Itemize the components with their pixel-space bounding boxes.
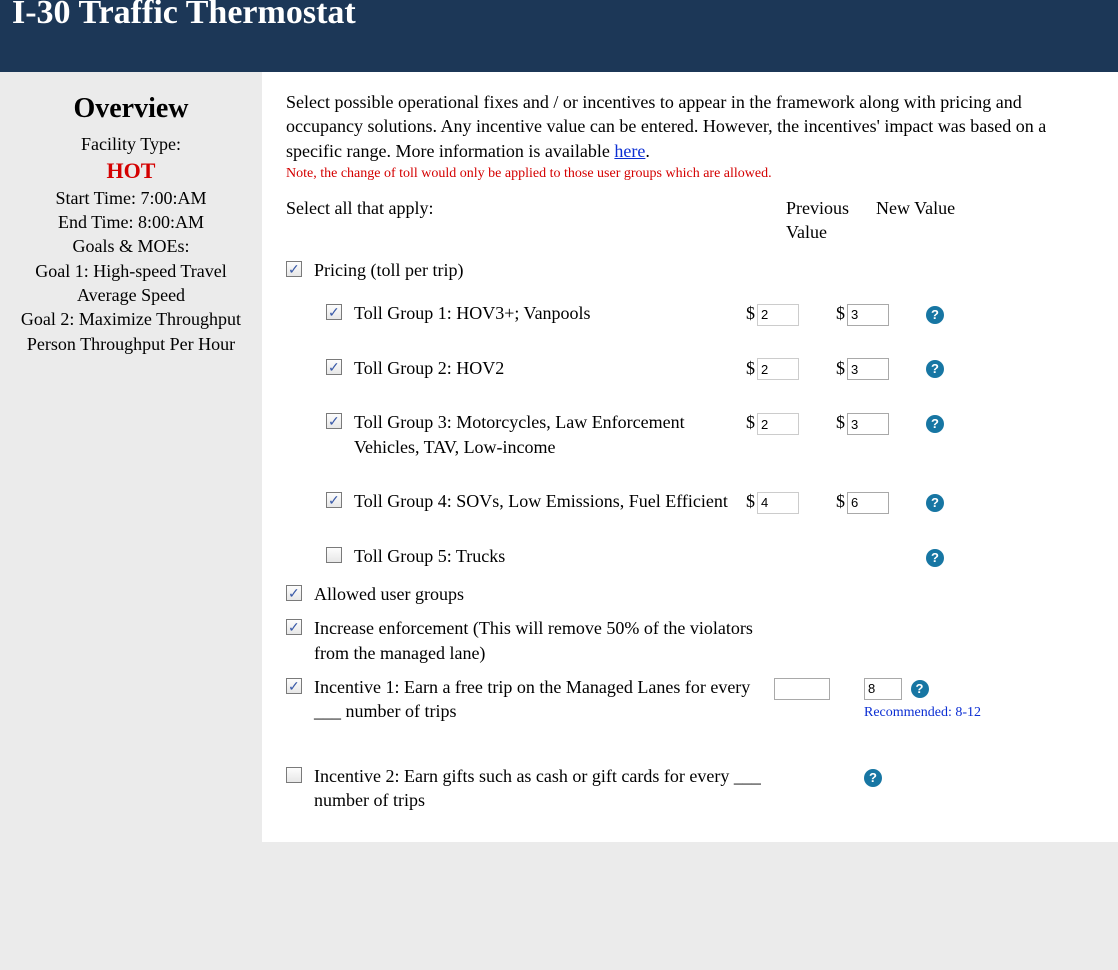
toll-group-1-checkbox[interactable] [326,304,342,320]
overview-sidebar: Overview Facility Type: HOT Start Time: … [0,72,262,842]
pricing-checkbox[interactable] [286,261,302,277]
goal-2-moe: Person Throughput Per Hour [6,332,256,356]
pricing-label: Pricing (toll per trip) [314,258,1094,282]
toll-group-5-checkbox[interactable] [326,547,342,563]
incentive-1-new-input[interactable] [864,678,902,700]
incentive-1-recommended: Recommended: 8-12 [864,704,984,722]
page-title: I-30 Traffic Thermostat [12,0,1118,32]
toll-group-2-label: Toll Group 2: HOV2 [354,356,746,380]
incentive-1-checkbox[interactable] [286,678,302,694]
start-time: Start Time: 7:00:AM [6,186,256,210]
toll-group-4-prev-input [757,492,799,514]
toll-group-1-prev-input [757,304,799,326]
incentive-2-checkbox[interactable] [286,767,302,783]
toll-group-2-checkbox[interactable] [326,359,342,375]
toll-group-4-label: Toll Group 4: SOVs, Low Emissions, Fuel … [354,489,746,513]
help-icon[interactable]: ? [926,549,944,567]
toll-group-5-label: Toll Group 5: Trucks [354,544,746,568]
goal-2: Goal 2: Maximize Throughput [6,307,256,331]
toll-group-3-checkbox[interactable] [326,413,342,429]
help-icon[interactable]: ? [864,769,882,787]
page-header: I-30 Traffic Thermostat [0,0,1118,72]
increase-enforcement-checkbox[interactable] [286,619,302,635]
allowed-user-groups-label: Allowed user groups [314,582,774,606]
toll-group-1-new-input[interactable] [847,304,889,326]
toll-group-2-prev-input [757,358,799,380]
toll-group-3-new-input[interactable] [847,413,889,435]
toll-group-3-prev-input [757,413,799,435]
main-panel: Select possible operational fixes and / … [262,72,1118,842]
help-icon[interactable]: ? [926,415,944,433]
goal-1-moe: Average Speed [6,283,256,307]
col-prev: Previous Value [786,196,876,245]
goal-1: Goal 1: High-speed Travel [6,259,256,283]
incentive-1-prev-input[interactable] [774,678,830,700]
goals-label: Goals & MOEs: [6,234,256,258]
increase-enforcement-label: Increase enforcement (This will remove 5… [314,616,774,665]
end-time: End Time: 8:00:AM [6,210,256,234]
note-text: Note, the change of toll would only be a… [286,165,1094,184]
facility-type-value: HOT [6,156,256,186]
toll-group-4-new-input[interactable] [847,492,889,514]
col-new: New Value [876,196,976,220]
help-icon[interactable]: ? [926,306,944,324]
toll-group-1-label: Toll Group 1: HOV3+; Vanpools [354,301,746,325]
incentive-2-label: Incentive 2: Earn gifts such as cash or … [314,764,774,813]
more-info-link[interactable]: here [614,141,645,161]
incentive-1-label: Incentive 1: Earn a free trip on the Man… [314,675,774,724]
help-icon[interactable]: ? [926,494,944,512]
help-icon[interactable]: ? [911,680,929,698]
toll-group-2-new-input[interactable] [847,358,889,380]
help-icon[interactable]: ? [926,360,944,378]
toll-group-3-label: Toll Group 3: Motorcycles, Law Enforceme… [354,410,746,459]
overview-heading: Overview [6,90,256,128]
intro-text: Select possible operational fixes and / … [286,90,1094,163]
select-all-label: Select all that apply: [286,196,786,220]
toll-group-4-checkbox[interactable] [326,492,342,508]
facility-type-label: Facility Type: [6,132,256,156]
allowed-user-groups-checkbox[interactable] [286,585,302,601]
